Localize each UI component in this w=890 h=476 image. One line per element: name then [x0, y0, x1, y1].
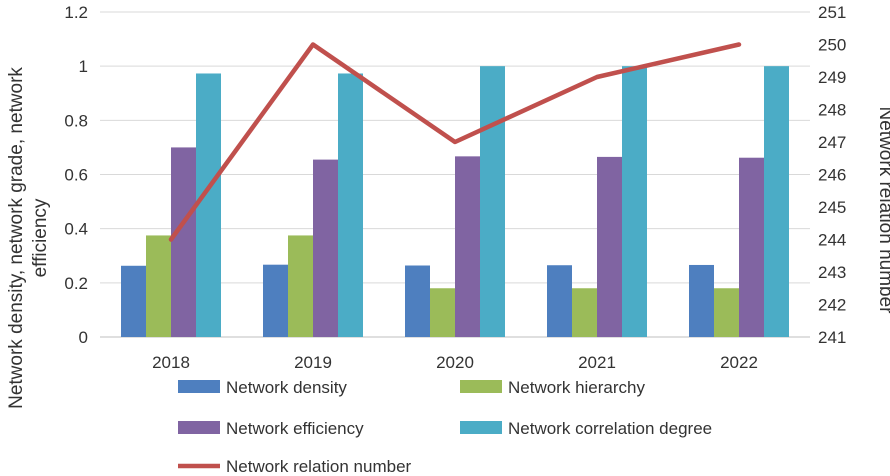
legend: Network density Network hierarchy Network …: [178, 378, 712, 476]
bar-network-density: [263, 264, 288, 337]
y2-tick-label: 246: [818, 166, 846, 185]
bar-network-correlation-degree: [764, 66, 789, 338]
bar-network-correlation-degree: [196, 73, 221, 338]
bar-network-density: [689, 264, 714, 337]
x-tick-label: 2022: [720, 353, 758, 372]
y2-tick-label: 242: [818, 296, 846, 315]
y-tick-label: 0: [79, 328, 88, 347]
bar-series-group: [121, 66, 789, 338]
y2-tick-label: 245: [818, 198, 846, 217]
y-axis-title-line2: efficiency: [30, 198, 51, 277]
x-axis-ticks: 2018 2019 2020 2021 2022: [152, 353, 758, 372]
y2-tick-label: 251: [818, 3, 846, 22]
legend-label-network-correlation-degree: Network correlation degree: [508, 419, 712, 438]
y-tick-label: 0.4: [64, 220, 88, 239]
bar-network-hierarchy: [572, 288, 597, 337]
bar-network-correlation-degree: [622, 66, 647, 338]
y-tick-label: 1.2: [64, 3, 88, 22]
y2-axis-title: Network relation number: [875, 107, 890, 315]
y-tick-label: 0.8: [64, 111, 88, 130]
y2-tick-label: 244: [818, 231, 846, 250]
bar-network-density: [547, 265, 572, 337]
right-axis-ticks: 241 242 243 244 245 246 247 248 249 250 251: [818, 3, 846, 347]
legend-label-network-density: Network density: [226, 378, 347, 397]
bar-network-hierarchy: [288, 235, 313, 337]
bar-network-efficiency: [171, 147, 196, 337]
bar-network-hierarchy: [430, 288, 455, 337]
x-tick-label: 2021: [578, 353, 616, 372]
bar-network-efficiency: [739, 157, 764, 337]
line-series-group: [168, 42, 742, 242]
bar-network-efficiency: [455, 156, 480, 337]
x-tick-label: 2020: [436, 353, 474, 372]
legend-swatch-network-correlation-degree: [460, 421, 502, 434]
legend-label-network-hierarchy: Network hierarchy: [508, 378, 645, 397]
y2-tick-label: 243: [818, 263, 846, 282]
bar-network-hierarchy: [146, 235, 171, 337]
y2-tick-label: 241: [818, 328, 846, 347]
line-network-relation-number: [168, 42, 742, 242]
legend-label-network-relation-number: Network relation number: [226, 457, 412, 476]
legend-label-network-efficiency: Network efficiency: [226, 419, 364, 438]
y-tick-label: 0.6: [64, 166, 88, 185]
y2-tick-label: 248: [818, 101, 846, 120]
y2-tick-label: 249: [818, 68, 846, 87]
bar-network-efficiency: [313, 159, 338, 337]
legend-swatch-network-density: [178, 380, 220, 393]
y2-tick-label: 250: [818, 36, 846, 55]
bar-network-efficiency: [597, 156, 622, 337]
bar-network-correlation-degree: [480, 66, 505, 338]
y2-tick-label: 247: [818, 133, 846, 152]
x-tick-label: 2019: [294, 353, 332, 372]
y-tick-label: 1: [79, 57, 88, 76]
y-axis-title-line1: Network density, network grade, network: [6, 67, 27, 409]
bar-network-density: [121, 265, 146, 337]
legend-swatch-network-efficiency: [178, 421, 220, 434]
bar-network-density: [405, 265, 430, 337]
legend-swatch-network-hierarchy: [460, 380, 502, 393]
y-tick-label: 0.2: [64, 274, 88, 293]
bar-network-correlation-degree: [338, 73, 363, 338]
x-tick-label: 2018: [152, 353, 190, 372]
left-axis-ticks: 0 0.2 0.4 0.6 0.8 1 1.2: [64, 3, 88, 347]
bar-network-hierarchy: [714, 288, 739, 337]
